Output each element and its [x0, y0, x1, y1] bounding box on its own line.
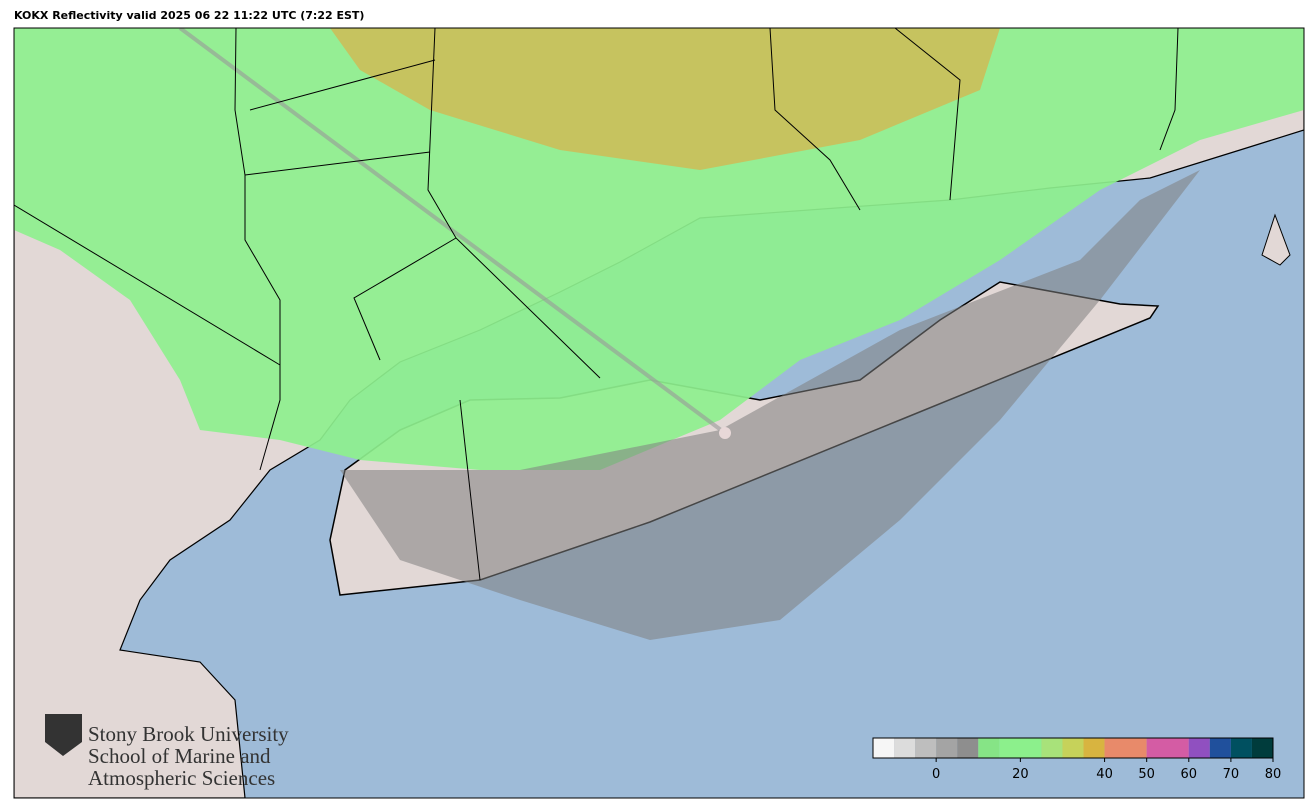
- colorbar-segment: [1188, 738, 1210, 758]
- logo-shield: [45, 714, 82, 756]
- colorbar-tick-label: 0: [932, 767, 940, 782]
- colorbar-segment: [1209, 738, 1231, 758]
- logo-line: School of Marine and: [88, 744, 271, 768]
- colorbar-outline: [872, 737, 1274, 759]
- beam-artifact: [178, 28, 727, 435]
- radar-site: [719, 427, 731, 439]
- colorbar-tick-label: 20: [1012, 767, 1029, 782]
- map-title: KOKX Reflectivity valid 2025 06 22 11:22…: [14, 9, 364, 22]
- map-frame: [13, 27, 1305, 799]
- logo-line: Atmospheric Sciences: [88, 766, 275, 790]
- radar-gray: [340, 170, 1200, 640]
- colorbar-segment: [957, 738, 979, 758]
- logo: Stony Brook University School of Marine …: [45, 714, 289, 790]
- county-borders: [14, 28, 1179, 581]
- island: [1261, 213, 1291, 266]
- colorbar-segment: [1104, 738, 1147, 758]
- colorbar-segment: [915, 738, 937, 758]
- colorbar: 0 20 40 50 60 70 80: [872, 737, 1282, 782]
- colorbar-segment: [873, 738, 895, 758]
- colorbar-segment: [936, 738, 958, 758]
- radar-orange: [330, 28, 1000, 170]
- colorbar-segment: [978, 738, 1000, 758]
- colorbar-tick-label: 80: [1265, 767, 1282, 782]
- colorbar-tick-label: 60: [1181, 767, 1198, 782]
- map: Stony Brook University School of Marine …: [14, 28, 1304, 798]
- logo-line: Stony Brook University: [88, 722, 289, 746]
- colorbar-segment: [1230, 738, 1252, 758]
- colorbar-segment: [894, 738, 916, 758]
- colorbar-segment: [1146, 738, 1189, 758]
- colorbar-segment: [1062, 738, 1084, 758]
- colorbar-segment: [1251, 738, 1273, 758]
- colorbar-tick-label: 40: [1096, 767, 1113, 782]
- colorbar-tick-label: 50: [1138, 767, 1155, 782]
- colorbar-segment: [999, 738, 1042, 758]
- colorbar-segment: [1083, 738, 1105, 758]
- colorbar-tick-label: 70: [1223, 767, 1240, 782]
- colorbar-segment: [1041, 738, 1063, 758]
- radar-green: [14, 28, 1304, 470]
